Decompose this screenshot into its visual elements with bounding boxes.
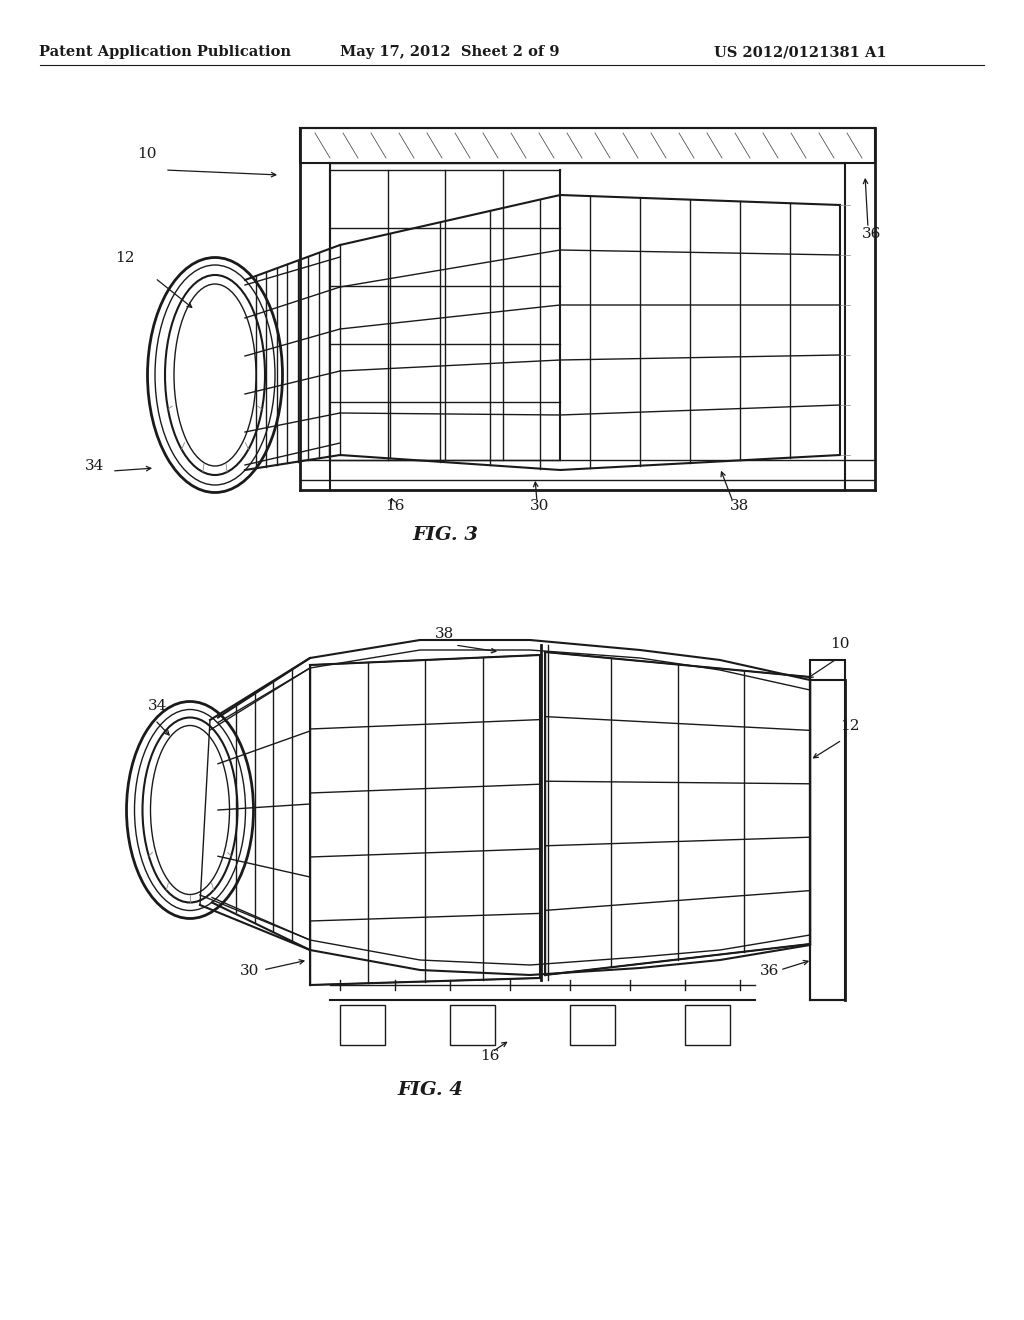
Text: 38: 38 [730,499,750,513]
Text: May 17, 2012  Sheet 2 of 9: May 17, 2012 Sheet 2 of 9 [340,45,560,59]
Text: US 2012/0121381 A1: US 2012/0121381 A1 [714,45,887,59]
Bar [450,1005,495,1045]
Bar [340,1005,385,1045]
Bar [810,660,845,1001]
Bar [685,1005,730,1045]
Text: 30: 30 [240,964,259,978]
Bar [570,1005,615,1045]
Text: 16: 16 [385,499,404,513]
Text: 34: 34 [85,459,104,473]
Text: 12: 12 [840,719,859,733]
Text: 30: 30 [530,499,549,513]
Text: 36: 36 [862,227,882,242]
Text: FIG. 4: FIG. 4 [397,1081,463,1100]
Text: 34: 34 [148,700,167,713]
Text: FIG. 3: FIG. 3 [412,525,478,544]
Text: Patent Application Publication: Patent Application Publication [39,45,291,59]
Bar [300,128,874,162]
Text: 36: 36 [760,964,779,978]
Text: 10: 10 [137,147,157,161]
Text: 16: 16 [480,1049,500,1063]
Text: 10: 10 [830,638,850,651]
Text: 38: 38 [435,627,455,642]
Text: 12: 12 [115,251,134,265]
